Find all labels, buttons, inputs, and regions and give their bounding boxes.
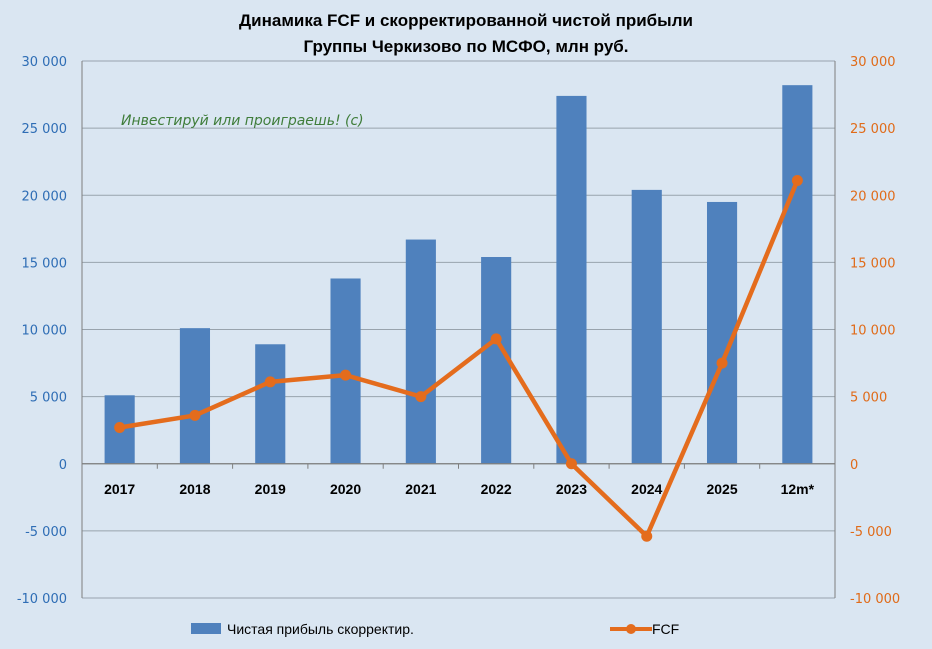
bar-2021: [405, 239, 436, 464]
y-right-tick-label: 25 000: [850, 122, 896, 137]
y-right-tick-label: 30 000: [850, 55, 896, 70]
fcf-point-2025: [716, 357, 728, 369]
category-label-2025: 2025: [706, 481, 737, 497]
y-left-tick-label: 15 000: [22, 256, 68, 271]
bar-12m*: [782, 85, 813, 464]
y-right-tick-label: -10 000: [850, 592, 900, 607]
y-left-tick-label: -10 000: [17, 592, 67, 607]
category-label-2018: 2018: [179, 481, 210, 497]
legend: Чистая прибыль скорректир. FCF: [191, 621, 679, 637]
legend-line-marker: [626, 624, 636, 634]
fcf-point-2019: [264, 376, 276, 388]
y-right-tick-label: 20 000: [850, 189, 896, 204]
bar-2023: [556, 95, 587, 464]
category-label-2023: 2023: [556, 481, 587, 497]
chart-title-line-2: Группы Черкизово по МСФО, млн руб.: [303, 37, 628, 56]
fcf-point-2023: [565, 458, 577, 470]
axes: [81, 61, 836, 598]
bar-series: [104, 85, 813, 464]
legend-bar-swatch: [191, 623, 221, 634]
legend-bar-label: Чистая прибыль скорректир.: [227, 621, 414, 637]
y-right-tick-label: 5 000: [850, 391, 887, 406]
chart-annotation: Инвестируй или проиграешь! (с): [121, 113, 364, 129]
fcf-point-12m*: [791, 174, 803, 186]
fcf-point-2020: [340, 369, 352, 381]
category-label-2021: 2021: [405, 481, 436, 497]
y-right-tick-label: 10 000: [850, 324, 896, 339]
y-left-tick-label: 30 000: [22, 55, 68, 70]
category-label-2019: 2019: [255, 481, 286, 497]
y-left-tick-label: 0: [59, 458, 67, 473]
fcf-line: [119, 179, 800, 539]
category-label-2020: 2020: [330, 481, 361, 497]
category-label-2017: 2017: [104, 481, 135, 497]
bar-2018: [179, 328, 211, 464]
tick-labels: -10 000 -5 000 0 5 000 10 000 15 000 20 000 25 …: [17, 55, 900, 607]
bar-2024: [631, 189, 662, 464]
fcf-point-2024: [641, 530, 653, 542]
category-label-2024: 2024: [631, 481, 662, 497]
category-label-12m*: 12m*: [781, 481, 815, 497]
line-series: [114, 174, 803, 542]
y-right-tick-label: 0: [850, 458, 858, 473]
category-label-2022: 2022: [481, 481, 512, 497]
fcf-point-2018: [189, 409, 201, 421]
y-left-tick-label: 10 000: [22, 324, 68, 339]
chart-title-line-1: Динамика FCF и скорректированной чистой …: [239, 11, 693, 30]
y-left-tick-label: 5 000: [30, 391, 67, 406]
fcf-point-2022: [490, 333, 502, 345]
category-labels: 2017 2018 2019 2020 2021 2022 2023 2024 2025 12m*: [104, 481, 815, 497]
y-left-tick-label: 20 000: [22, 189, 68, 204]
y-left-tick-label: 25 000: [22, 122, 68, 137]
legend-line-label: FCF: [652, 621, 679, 637]
y-right-tick-label: -5 000: [850, 525, 892, 540]
fcf-point-2017: [114, 422, 126, 434]
y-left-tick-label: -5 000: [25, 525, 67, 540]
y-right-tick-label: 15 000: [850, 256, 896, 271]
bar-2022: [481, 257, 512, 464]
bar-2019: [255, 344, 286, 464]
fcf-point-2021: [415, 391, 427, 403]
